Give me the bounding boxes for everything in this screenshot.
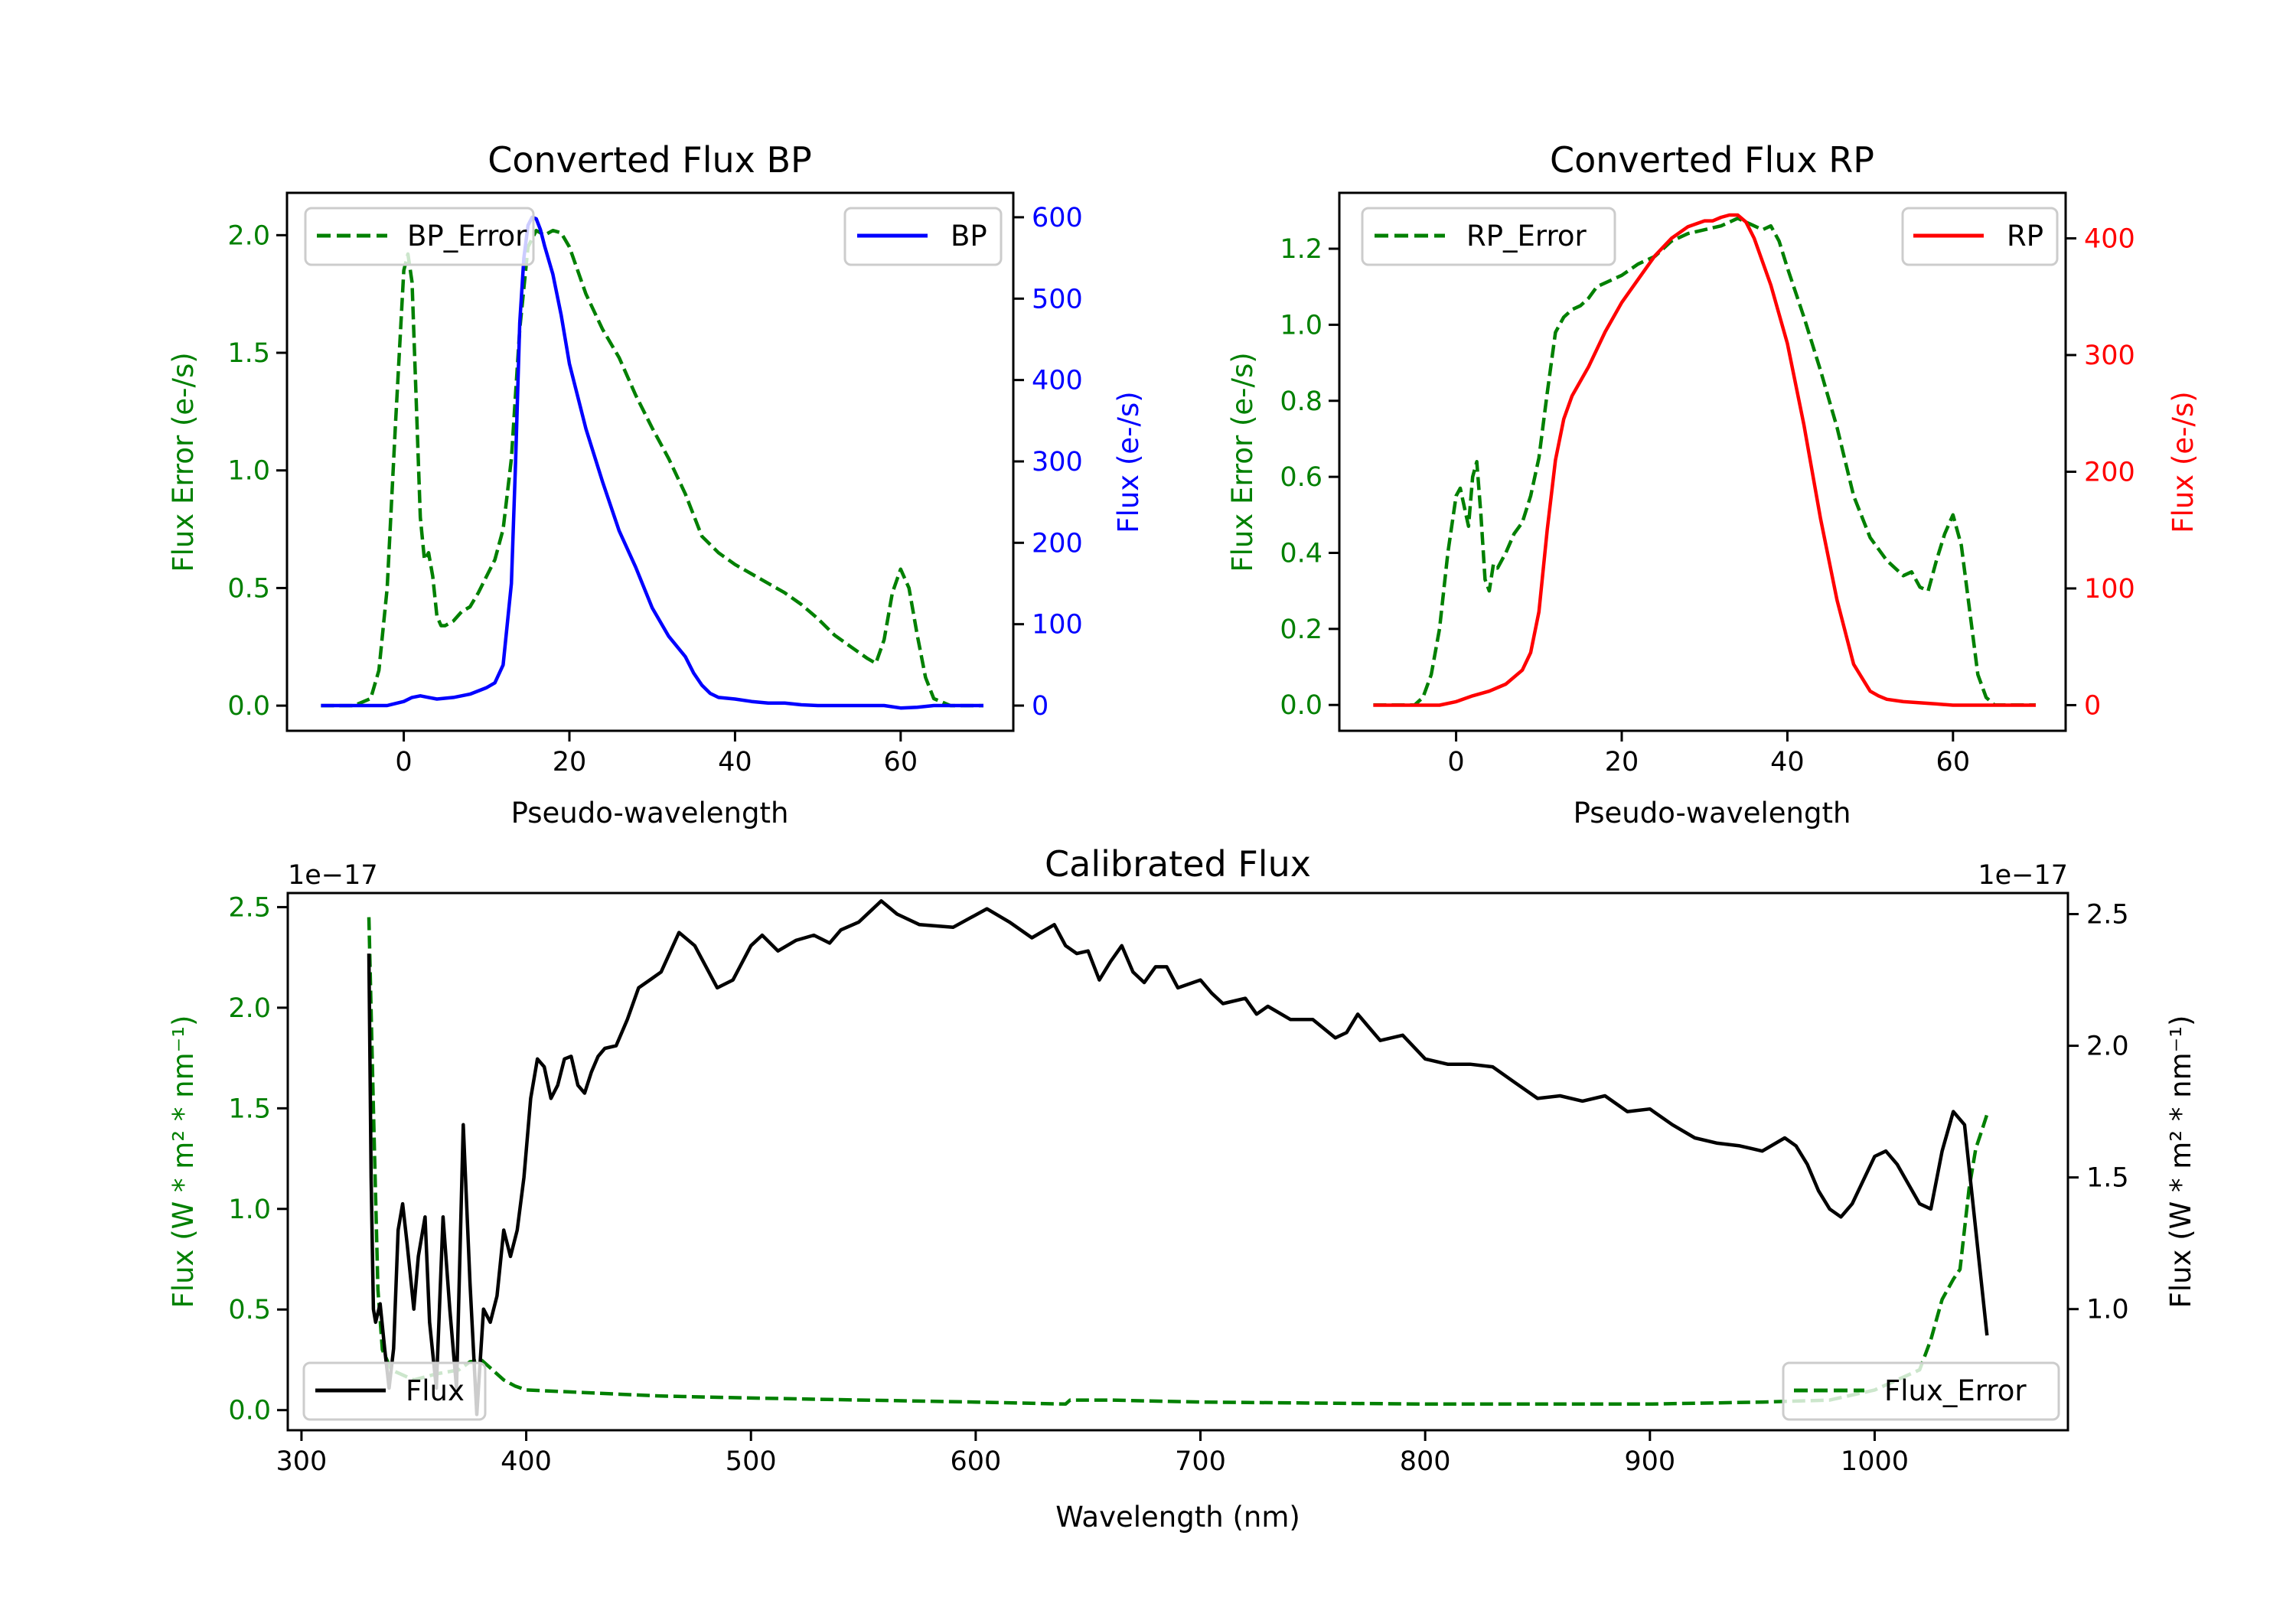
- bp-xtick-label: 60: [884, 747, 918, 777]
- bp-ytick-right-label: 600: [1032, 203, 1083, 233]
- bp-ytick-right-label: 300: [1032, 447, 1083, 478]
- rp-ylabel-left: Flux Error (e-/s): [1226, 352, 1259, 572]
- calibrated-xtick-label: 900: [1624, 1446, 1675, 1477]
- rp-ytick-left-label: 1.2: [1280, 234, 1322, 265]
- bp-error-legend-label: BP_Error: [407, 220, 527, 253]
- bp-title: Converted Flux BP: [488, 139, 812, 181]
- bp-ytick-right-label: 500: [1032, 284, 1083, 315]
- bp-ytick-left-label: 0.0: [227, 691, 270, 722]
- bp-xtick-label: 20: [553, 747, 587, 777]
- calibrated-plot-area: 300 400 500 600 700 800 900 1000 0.0 0.5 1.0 1.5 2.0…: [228, 892, 2129, 1477]
- calibrated-ytick-right-label: 2.5: [2086, 900, 2129, 931]
- rp-ytick-right-label: 0: [2084, 690, 2101, 721]
- bp-plot-area: 0 20 40 60 0.0 0.5 1.0 1.5 2.0 0 100 200 300 400 500 60…: [227, 191, 1083, 777]
- calibrated-xtick-label: 300: [276, 1446, 328, 1477]
- bp-ytick-left-label: 0.5: [227, 573, 270, 604]
- rp-ytick-left-label: 0.0: [1280, 690, 1322, 721]
- subplot-converted-flux-bp: Converted Flux BP Pseudo-wavelength Flux…: [167, 139, 1145, 830]
- bp-xtick-label: 40: [718, 747, 752, 777]
- flux-legend-label: Flux: [406, 1374, 465, 1407]
- rp-series-rp-error: [1373, 217, 2036, 707]
- calibrated-ytick-right-label: 2.0: [2086, 1032, 2129, 1062]
- rp-ytick-right-label: 200: [2084, 457, 2135, 487]
- rp-legend-error: RP_Error: [1361, 207, 1616, 266]
- calibrated-offset-right: 1e−17: [1978, 860, 2068, 891]
- rp-series-rp: [1373, 213, 2036, 707]
- rp-axes-frame: [1338, 191, 2067, 732]
- bp-legend-label: BP: [951, 220, 987, 253]
- bp-ytick-right-label: 200: [1032, 528, 1083, 559]
- bp-ytick-left-label: 1.0: [227, 456, 270, 487]
- rp-error-legend-label: RP_Error: [1466, 220, 1587, 253]
- calibrated-offset-left: 1e−17: [288, 860, 378, 891]
- bp-legend-error: BP_Error: [304, 207, 535, 266]
- calibrated-legend-flux: Flux: [302, 1361, 487, 1421]
- rp-xtick-label: 20: [1605, 747, 1639, 777]
- calibrated-ytick-left-label: 1.5: [228, 1094, 271, 1124]
- calibrated-xtick-label: 1000: [1841, 1446, 1909, 1477]
- subplot-calibrated-flux: Calibrated Flux Wavelength (nm) Flux (W …: [167, 843, 2197, 1534]
- bp-series-bp-error: [321, 228, 983, 708]
- rp-ytick-left-label: 0.6: [1280, 462, 1322, 493]
- bp-ytick-right-label: 100: [1032, 610, 1083, 641]
- calibrated-ytick-left-label: 1.0: [228, 1195, 271, 1225]
- rp-ytick-left-label: 1.0: [1280, 310, 1322, 341]
- rp-xtick-label: 0: [1447, 747, 1464, 777]
- calibrated-axes-frame: [286, 892, 2069, 1432]
- calibrated-ytick-left-label: 2.0: [228, 993, 271, 1024]
- calibrated-ytick-left-label: 0.0: [228, 1396, 271, 1426]
- calibrated-xtick-label: 400: [501, 1446, 552, 1477]
- calibrated-xtick-label: 500: [726, 1446, 777, 1477]
- bp-ytick-left-label: 1.5: [227, 338, 270, 369]
- bp-xtick-label: 0: [395, 747, 412, 777]
- bp-ytick-right-label: 0: [1032, 691, 1049, 722]
- rp-title: Converted Flux RP: [1550, 139, 1874, 181]
- bp-series-bp: [321, 215, 983, 710]
- calibrated-ylabel-right: Flux (W * m² * nm⁻¹): [2164, 1015, 2197, 1309]
- calibrated-ylabel-left: Flux (W * m² * nm⁻¹): [167, 1015, 200, 1309]
- bp-ylabel-left: Flux Error (e-/s): [167, 352, 200, 572]
- calibrated-xtick-label: 800: [1400, 1446, 1451, 1477]
- bp-legend-flux: BP: [843, 207, 1003, 266]
- bp-xlabel: Pseudo-wavelength: [511, 797, 789, 830]
- rp-ytick-right-label: 100: [2084, 574, 2135, 605]
- rp-ytick-left-label: 0.8: [1280, 386, 1322, 417]
- calibrated-series-flux: [367, 899, 1989, 1416]
- calibrated-xtick-label: 600: [950, 1446, 1001, 1477]
- flux-error-legend-label: Flux_Error: [1884, 1374, 2027, 1407]
- calibrated-xlabel: Wavelength (nm): [1055, 1501, 1300, 1534]
- rp-xtick-label: 40: [1770, 747, 1805, 777]
- calibrated-xtick-label: 700: [1175, 1446, 1226, 1477]
- bp-ylabel-right: Flux (e-/s): [1112, 391, 1145, 533]
- rp-legend-label: RP: [2007, 220, 2043, 253]
- rp-ytick-left-label: 0.4: [1280, 538, 1322, 569]
- calibrated-ytick-left-label: 0.5: [228, 1295, 271, 1325]
- rp-ytick-right-label: 300: [2084, 341, 2135, 371]
- calibrated-ytick-right-label: 1.5: [2086, 1163, 2129, 1194]
- rp-ylabel-right: Flux (e-/s): [2167, 391, 2200, 533]
- subplot-converted-flux-rp: Converted Flux RP Pseudo-wavelength Flux…: [1226, 139, 2200, 830]
- bp-ytick-right-label: 400: [1032, 366, 1083, 396]
- rp-legend-flux: RP: [1901, 207, 2059, 266]
- rp-xtick-label: 60: [1936, 747, 1971, 777]
- calibrated-ytick-right-label: 1.0: [2086, 1295, 2129, 1325]
- bp-ytick-left-label: 2.0: [227, 220, 270, 251]
- rp-ytick-left-label: 0.2: [1280, 614, 1322, 645]
- rp-ytick-right-label: 400: [2084, 223, 2135, 254]
- rp-plot-area: 0 20 40 60 0.0 0.2 0.4 0.6 0.8 1.0 1.2 0 100 200 300 40…: [1280, 191, 2135, 777]
- calibrated-ytick-left-label: 2.5: [228, 892, 271, 923]
- rp-xlabel: Pseudo-wavelength: [1574, 797, 1851, 830]
- calibrated-title: Calibrated Flux: [1045, 843, 1311, 885]
- calibrated-legend-error: Flux_Error: [1782, 1361, 2060, 1421]
